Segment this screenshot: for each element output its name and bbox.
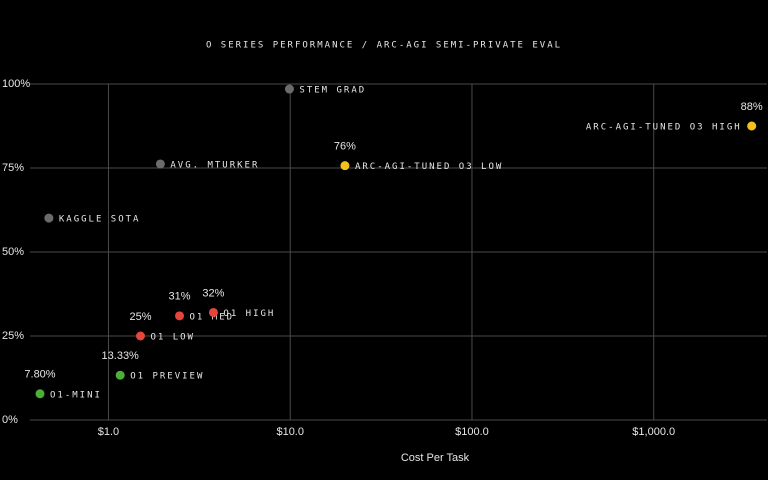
point-label: STEM GRAD (299, 86, 366, 96)
value-label: 76% (334, 141, 356, 153)
point-label: O1 LOW (150, 333, 195, 343)
point-label: ARC-AGI-TUNED O3 HIGH (586, 123, 742, 133)
x-axis-label: Cost Per Task (401, 452, 470, 464)
value-label: 32% (202, 287, 224, 299)
value-label: 7.80% (24, 369, 55, 381)
point (175, 311, 185, 321)
point (155, 159, 165, 169)
x-tick-label: $100.0 (455, 426, 489, 438)
point-label: ARC-AGI-TUNED O3 LOW (355, 162, 503, 172)
value-label: 13.33% (102, 350, 140, 362)
point (284, 84, 294, 94)
point-label: O1-MINI (50, 390, 102, 400)
point-label: O1 PREVIEW (130, 372, 204, 382)
point (115, 370, 125, 380)
point (35, 389, 45, 399)
x-tick-label: $1,000.0 (632, 426, 675, 438)
y-tick-label: 0% (2, 414, 18, 426)
point-label: AVG. MTURKER (170, 160, 259, 170)
x-tick-label: $10.0 (276, 426, 304, 438)
value-label: 31% (169, 291, 191, 303)
point-label: O1 MED (190, 312, 235, 322)
point (44, 213, 54, 223)
chart-title: O SERIES PERFORMANCE / ARC-AGI SEMI-PRIV… (206, 41, 562, 51)
point (747, 121, 757, 131)
point-label: KAGGLE SOTA (59, 215, 141, 225)
point (208, 307, 218, 317)
point (340, 161, 350, 171)
y-tick-label: 100% (2, 78, 30, 90)
value-label: 88% (741, 101, 763, 113)
point (135, 331, 145, 341)
value-label: 25% (129, 311, 151, 323)
point-label: O1 HIGH (223, 309, 275, 319)
y-tick-label: 50% (2, 246, 24, 258)
x-tick-label: $1.0 (98, 426, 119, 438)
y-tick-label: 75% (2, 162, 24, 174)
y-tick-label: 25% (2, 330, 24, 342)
